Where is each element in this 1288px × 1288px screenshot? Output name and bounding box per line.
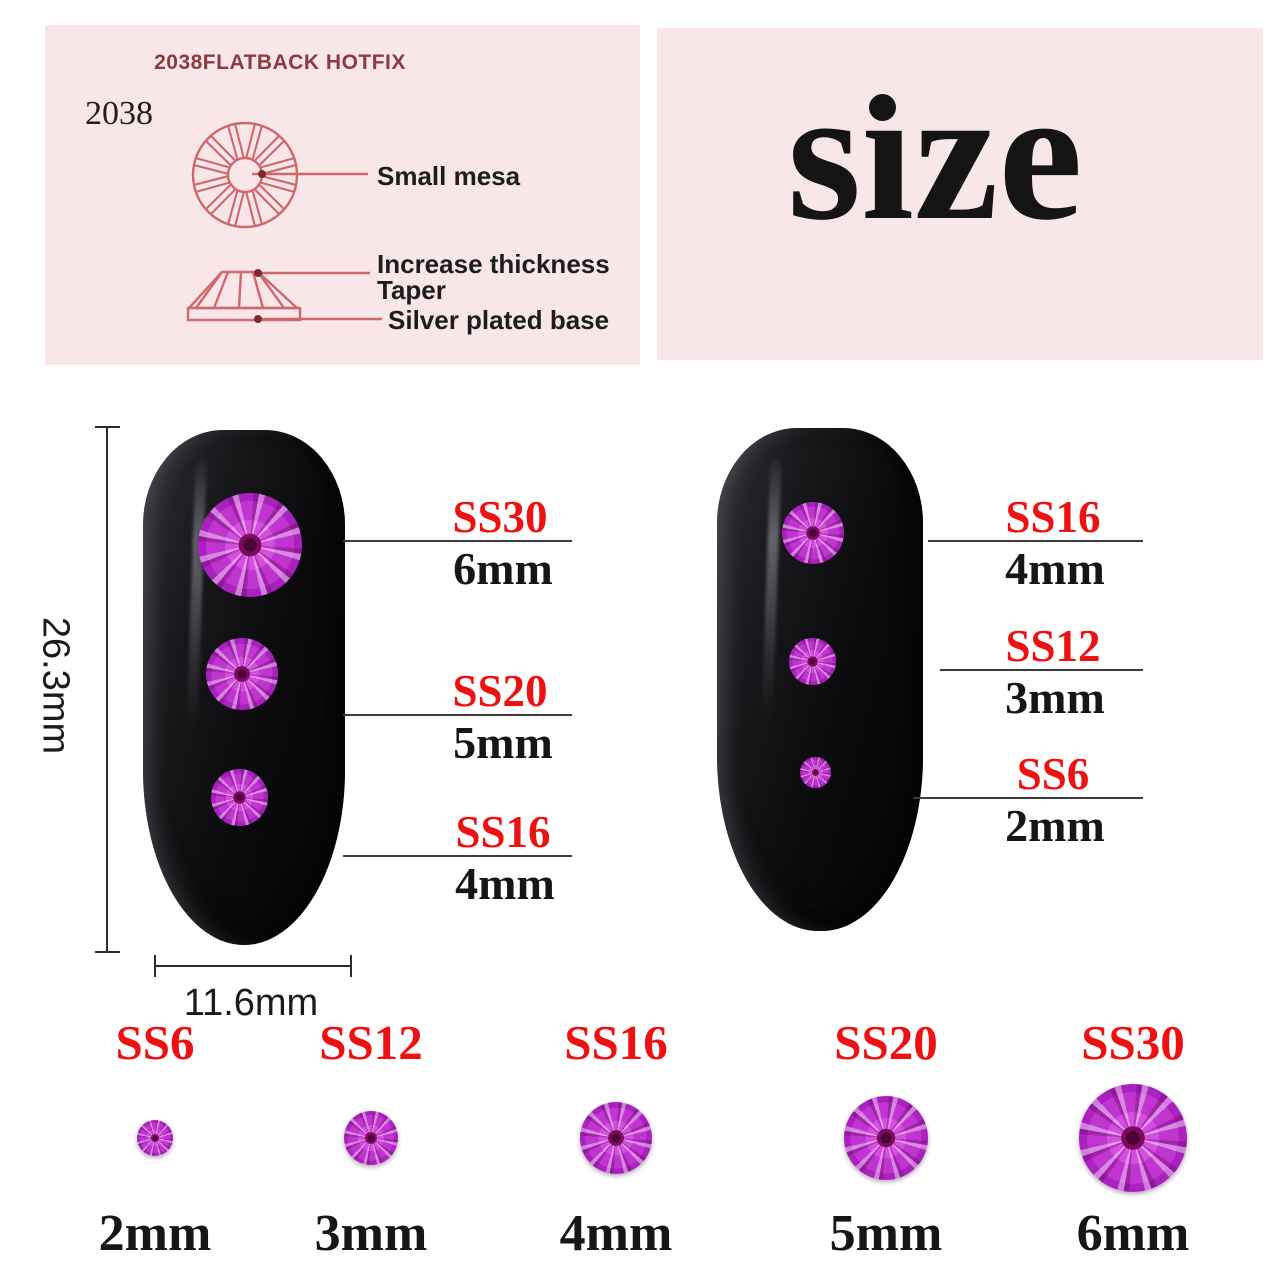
height-dimension-label: 26.3mm: [34, 616, 77, 755]
ss-code-label: SS6: [1016, 749, 1090, 799]
rhinestone-left-ss20: [206, 638, 278, 710]
mm-size-label: 5mm: [829, 1205, 943, 1262]
size-row-item-ss30: SS30 6mm: [1023, 1018, 1243, 1260]
mm-size-label: 2mm: [1005, 800, 1105, 851]
leader-line: [913, 797, 1143, 799]
width-dimension-line: [155, 965, 352, 967]
top-view-facets: [194, 124, 296, 226]
callout-silver-plated-base: Silver plated base: [388, 305, 610, 335]
ss-code-label: SS16: [1005, 492, 1101, 542]
size-heading: sıze: [770, 60, 1100, 250]
leader-dot: [254, 315, 262, 323]
leader-line: [940, 669, 1143, 671]
size-heading-s: s: [787, 50, 862, 260]
cut-diagram: [186, 121, 382, 323]
nail-shine: [761, 458, 782, 720]
leader-dot: [258, 170, 266, 178]
ss-code-label: SS12: [319, 1015, 423, 1070]
height-dimension-line: [106, 427, 108, 953]
mm-size-label: 3mm: [314, 1205, 428, 1262]
rhinestone-left-ss16: [211, 769, 268, 826]
model-number: 2038: [85, 95, 153, 132]
rhinestone-ss16: [580, 1102, 652, 1174]
mm-size-label: 6mm: [453, 543, 553, 594]
mm-size-label: 5mm: [453, 717, 553, 768]
rhinestone-ss12: [344, 1111, 398, 1165]
callout-taper: Taper: [377, 275, 446, 305]
leader-line: [343, 855, 572, 857]
rhinestone-left-ss30: [198, 493, 302, 597]
spec-panel: 2038FLATBACK HOTFIX 2038: [45, 25, 640, 365]
ss-code-label: SS20: [834, 1015, 938, 1070]
rhinestone-right-ss12: [789, 638, 836, 685]
size-row-item-ss16: SS16 4mm: [506, 1018, 726, 1260]
size-row-item-ss12: SS12 3mm: [261, 1018, 481, 1260]
size-heading-ze: ze: [914, 50, 1083, 260]
size-panel: sıze: [657, 28, 1263, 360]
rhinestone-right-ss16: [782, 502, 844, 564]
ss-code-label: SS30: [452, 492, 548, 542]
width-dimension-cap-right: [350, 955, 352, 977]
rhinestone-ss30: [1079, 1084, 1187, 1192]
leader-line: [343, 540, 572, 542]
width-dimension-label: 11.6mm: [183, 982, 319, 1024]
side-view-base: [186, 306, 302, 322]
rhinestone-ss20: [844, 1096, 928, 1180]
nail-shine: [186, 460, 208, 729]
size-row-item-ss20: SS20 5mm: [776, 1018, 996, 1260]
ss-code-label: SS6: [115, 1015, 195, 1070]
ss-code-label: SS16: [564, 1015, 668, 1070]
size-heading-i: ı: [861, 50, 915, 260]
mm-size-label: 4mm: [455, 858, 555, 909]
callout-increase-thickness: Increase thickness: [377, 249, 610, 279]
spec-title: 2038FLATBACK HOTFIX: [154, 51, 406, 74]
callout-small-mesa: Small mesa: [377, 161, 521, 191]
ss-code-label: SS12: [1005, 621, 1101, 671]
leader-dot: [254, 269, 262, 277]
ss-code-label: SS20: [452, 666, 548, 716]
rhinestone-ss6: [137, 1120, 173, 1156]
mm-size-label: 2mm: [98, 1205, 212, 1262]
mm-size-label: 3mm: [1005, 672, 1105, 723]
rhinestone-right-ss6: [800, 757, 831, 788]
leader-line: [928, 540, 1143, 542]
size-heading-dot: [869, 94, 896, 121]
mm-size-label: 4mm: [1005, 543, 1105, 594]
ss-code-label: SS16: [455, 807, 551, 857]
height-dimension-cap-top: [95, 426, 120, 428]
mm-size-label: 6mm: [1076, 1205, 1190, 1262]
mm-size-label: 4mm: [559, 1205, 673, 1262]
leader-line: [343, 714, 572, 716]
ss-code-label: SS30: [1081, 1015, 1185, 1070]
height-dimension-cap-bottom: [95, 951, 120, 953]
size-row-item-ss6: SS6 2mm: [45, 1018, 265, 1260]
width-dimension-cap-left: [154, 955, 156, 977]
